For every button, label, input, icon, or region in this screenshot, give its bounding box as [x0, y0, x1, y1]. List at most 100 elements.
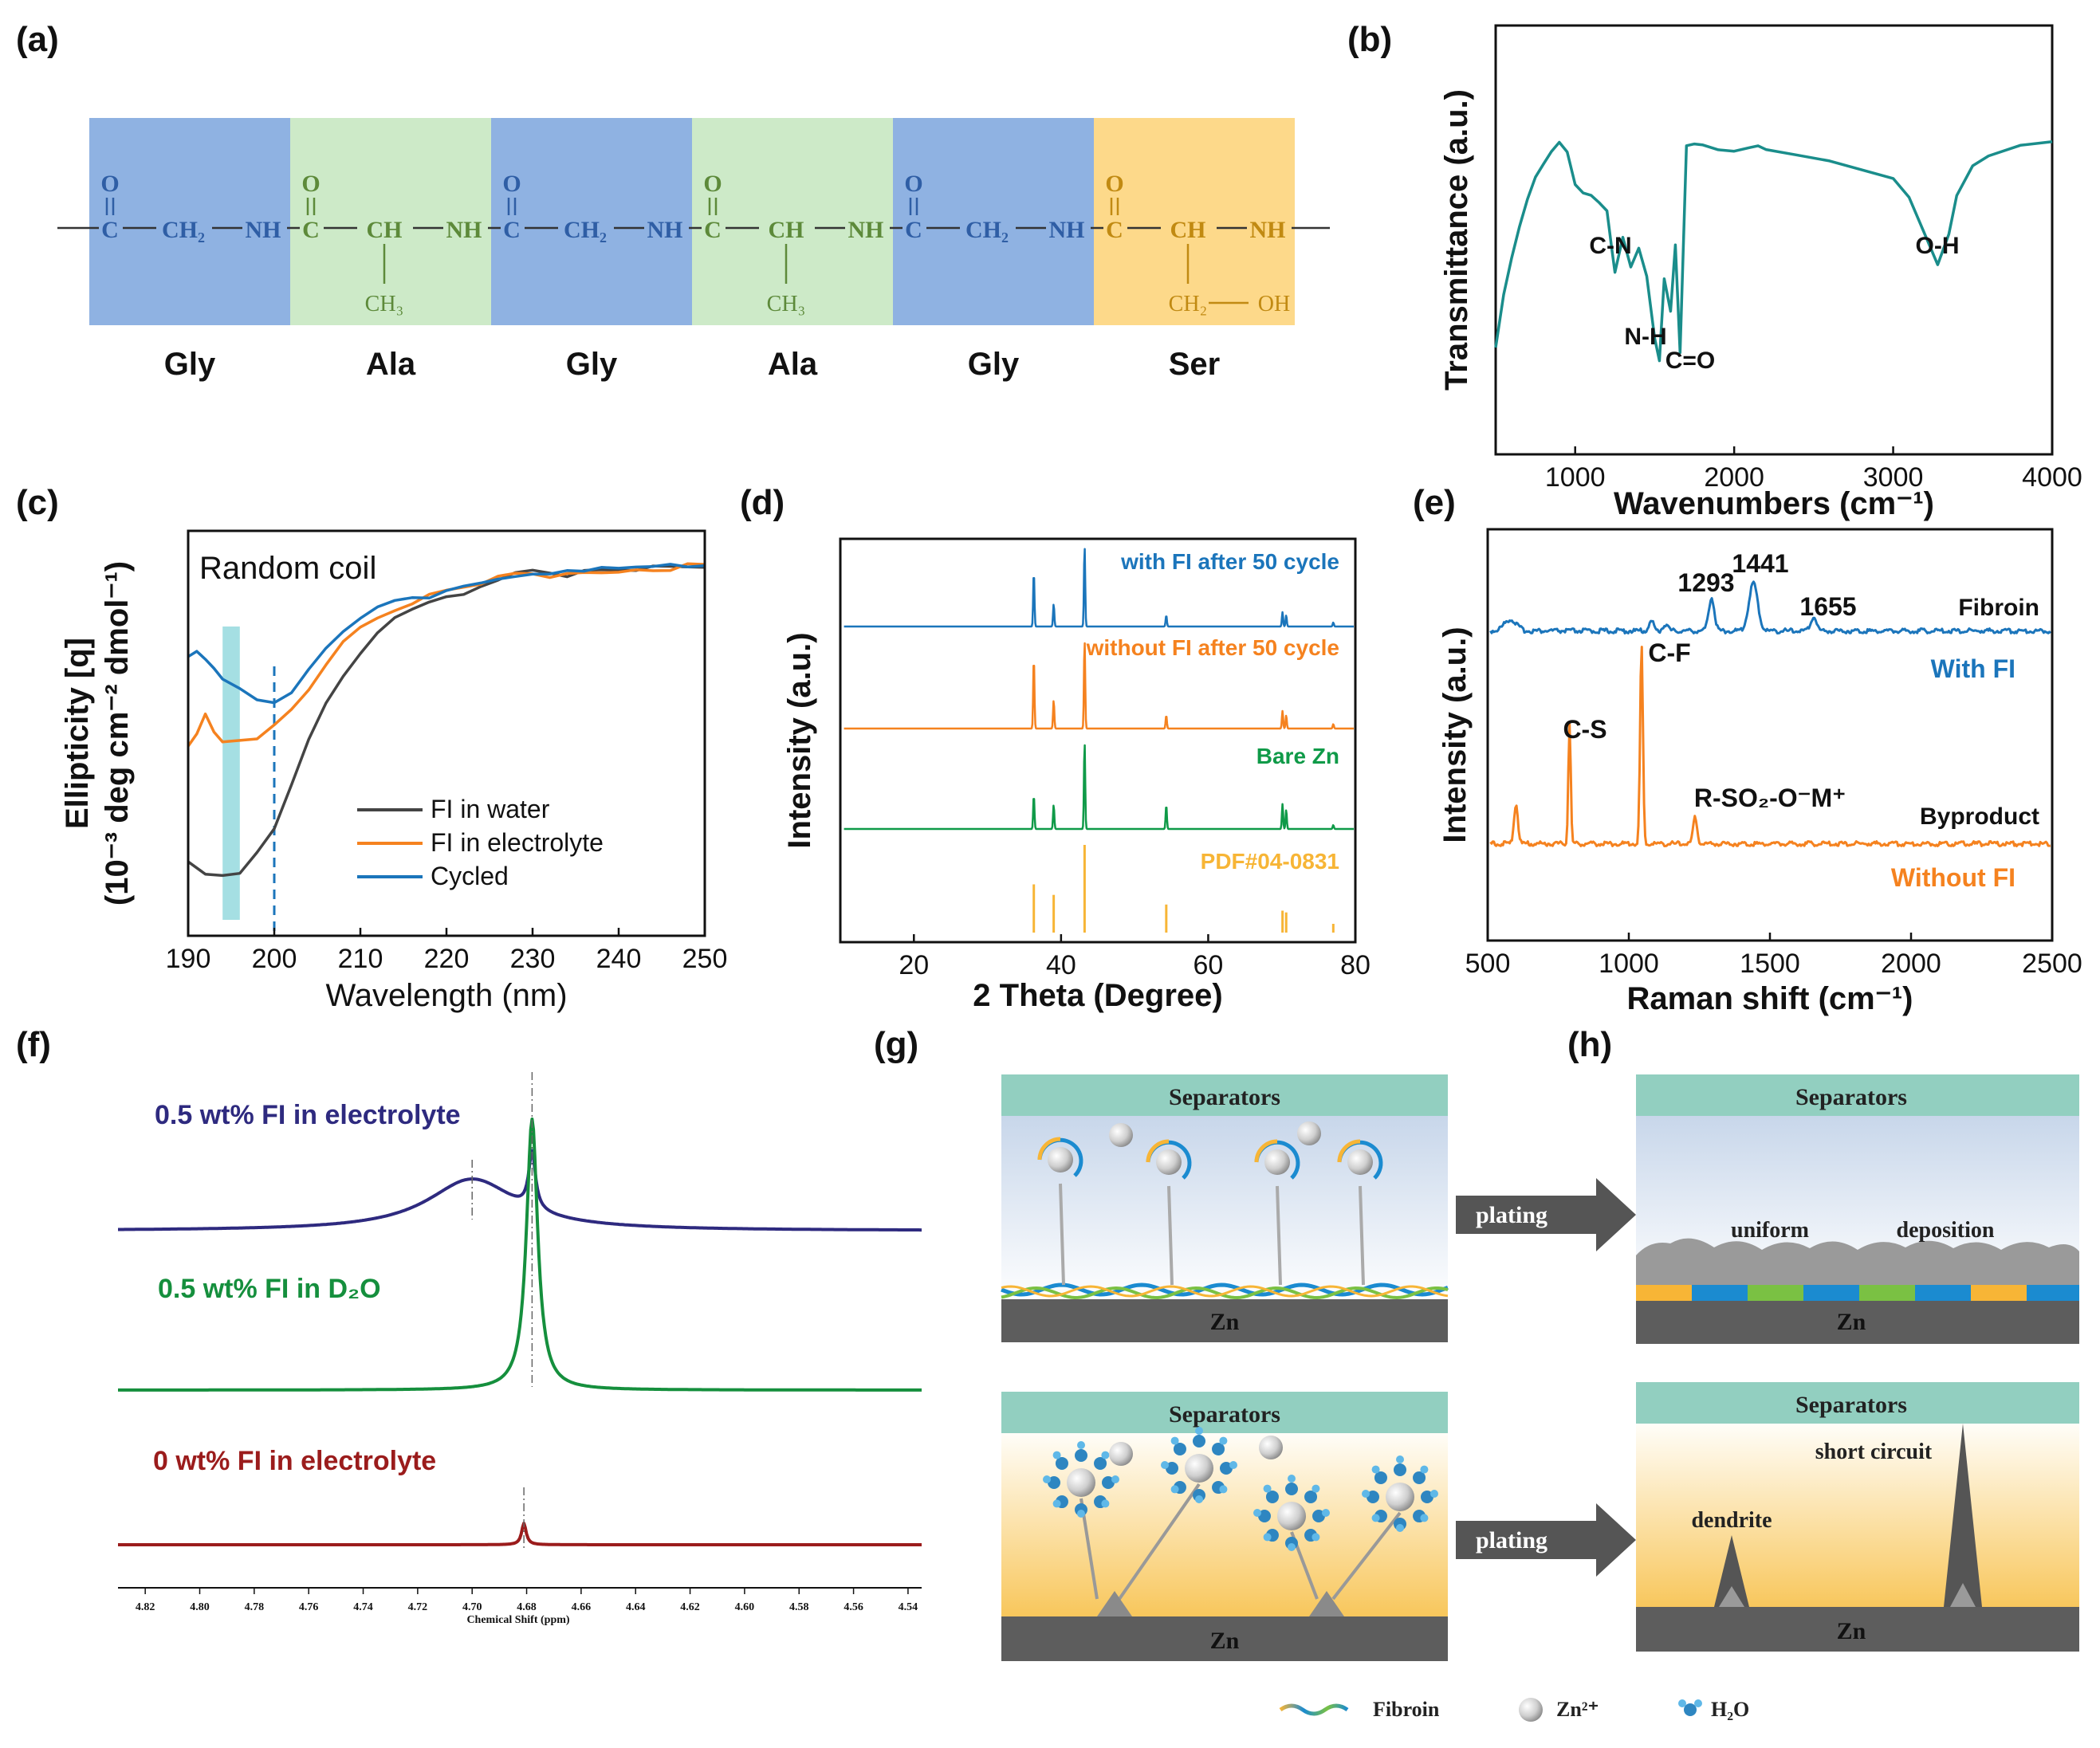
g-bot-water-h-1-0 — [1229, 1461, 1237, 1469]
e-series-side-label-0: With FI — [1931, 654, 2015, 683]
legend-fibroin-icon — [1279, 1703, 1349, 1716]
amine-nh-3: NH — [848, 217, 884, 243]
carbonyl-c-bg-4 — [903, 212, 926, 244]
b-frame — [1494, 24, 2054, 456]
panel-b-ftir-chart: 1000 2000 3000 4000 Wavenumbers (cm⁻¹) Transm… — [1439, 24, 2082, 521]
g-bot-water-h-3-5 — [1371, 1465, 1380, 1474]
c-title: Random coil — [199, 551, 376, 586]
b-xtick-label-4000: 4000 — [2022, 462, 2082, 493]
amine-bg-5 — [1247, 212, 1292, 244]
g-bot-tether-1 — [1118, 1483, 1201, 1601]
h-bot-zn — [1636, 1607, 2079, 1652]
g-bot-water-h-2-1 — [1312, 1533, 1320, 1542]
g-bot-free-zn-ion-1 — [1259, 1436, 1283, 1459]
g-top-tether-1 — [1167, 1185, 1174, 1286]
residue-label-1: Ala — [366, 347, 416, 382]
f-xtick-label-3: 4.76 — [299, 1601, 319, 1613]
g-bot-water-o-3-6 — [1394, 1463, 1406, 1476]
g-top-ions — [1001, 1121, 1449, 1299]
g-bot-water-h-3-7 — [1420, 1465, 1429, 1474]
c-series-2 — [187, 563, 706, 705]
g-bot-water-h-2-0 — [1322, 1509, 1330, 1517]
b-xtick-label-1000: 1000 — [1545, 462, 1606, 493]
g-bot-separator-label: Separators — [1169, 1401, 1280, 1428]
f-xtick-label-1: 4.80 — [190, 1601, 210, 1613]
f-xtick-label-0: 4.82 — [136, 1601, 155, 1613]
e-series-side-label-1: Without FI — [1891, 863, 2015, 892]
g-bot-zn-ion-1 — [1185, 1454, 1213, 1483]
panel-label-h: (h) — [1567, 1025, 1612, 1064]
g-bot-water-h-0-3 — [1052, 1499, 1061, 1508]
d-series-label-2: Bare Zn — [1256, 744, 1339, 768]
carbonyl-c-bg-2 — [501, 212, 525, 244]
residue-label-0: Gly — [164, 347, 216, 382]
g-bot-water-h-1-1 — [1219, 1485, 1228, 1494]
panel-f-nmr-chart: 0.5 wt% FI in electrolyte 0.5 wt% FI in D… — [117, 1072, 922, 1626]
d-xtick-label-20: 20 — [899, 950, 929, 980]
side-chain-1: CH₃ — [365, 292, 404, 316]
g-bot-water-h-0-0 — [1111, 1475, 1119, 1483]
d-frame — [839, 537, 1357, 944]
g-top-free-zn-ion-1 — [1297, 1121, 1321, 1145]
g-bot-water-o-1-7 — [1212, 1442, 1225, 1455]
carbonyl-o-1: O — [301, 171, 320, 197]
h-bot-separator — [1636, 1382, 2079, 1424]
carbonyl-c-5: C — [1106, 217, 1123, 243]
panel-label-b: (b) — [1347, 20, 1392, 59]
f-series-label-1: 0.5 wt% FI in D₂O — [158, 1274, 381, 1304]
panel-e-raman-chart: Fibroin With FI Byproduct Without FI 1293144… — [1437, 528, 2082, 1016]
e-annotation-2: 1655 — [1799, 592, 1856, 621]
h-fibroin-layer — [1636, 1285, 2079, 1301]
h-deposition-label: deposition — [1897, 1218, 1995, 1243]
side-chain2-5: OH — [1258, 292, 1290, 316]
g-top-fibroin-ring-accent-2 — [1254, 1139, 1278, 1163]
amine-nh-0: NH — [246, 217, 281, 243]
g-bot-water-h-3-0 — [1430, 1490, 1438, 1498]
f-xtick-label-4: 4.74 — [353, 1601, 373, 1613]
g-top-separator — [1001, 1074, 1448, 1116]
g-top-tether-2 — [1276, 1185, 1282, 1286]
g-bot-water-h-0-1 — [1101, 1499, 1110, 1508]
g-bot-water-h-0-2 — [1077, 1510, 1085, 1518]
plating-arrow-bottom: plating — [1456, 1503, 1636, 1577]
panel-label-c: (c) — [16, 483, 59, 522]
c-ylabel-1: Ellipticity [q] — [60, 638, 95, 829]
h-dendrite — [1714, 1535, 1749, 1607]
g-bot-zn-label: Zn — [1210, 1628, 1240, 1654]
e-series-name-1: Byproduct — [1920, 803, 2039, 830]
carbonyl-c-bg-5 — [1103, 212, 1127, 244]
f-series-1 — [117, 1118, 922, 1392]
g-bot-separator — [1001, 1392, 1448, 1433]
c-ylabel-2: (10⁻³ deg cm⁻² dmol⁻¹) — [100, 561, 135, 905]
carbonyl-c-bg-1 — [300, 212, 324, 244]
g-bot-water-o-1-6 — [1193, 1435, 1205, 1448]
g-bot-water-h-3-3 — [1371, 1514, 1380, 1522]
plating-label-top: plating — [1476, 1202, 1547, 1228]
legend-water-label: H₂O — [1711, 1698, 1749, 1721]
c-highlight-band — [222, 627, 240, 920]
side-chain-5: CH₂ — [1169, 292, 1208, 316]
panel-c-cd-chart: 190 200 210 220 230 240 250 Wavelength (nm) Elli… — [60, 529, 727, 1013]
g-bot-zn-ion-0 — [1067, 1468, 1095, 1497]
carbonyl-c-0: C — [101, 217, 119, 243]
e-xtick-label-1500: 1500 — [1740, 949, 1800, 979]
c-xlabel: Wavelength (nm) — [325, 978, 567, 1013]
g-bot-water-h-1-4 — [1161, 1461, 1169, 1469]
e-series-name-0: Fibroin — [1958, 595, 2039, 621]
g-top-fibroin-ring-accent-0 — [1037, 1137, 1061, 1161]
h-bot-separator-label: Separators — [1795, 1392, 1907, 1418]
g-bot-solvated-ions — [1043, 1427, 1438, 1616]
c-xtick-label-190: 190 — [166, 944, 211, 974]
g-bot-water-h-2-4 — [1253, 1509, 1261, 1517]
g-bot-water-h-1-2 — [1195, 1495, 1203, 1503]
alpha-c-bg-2 — [558, 212, 614, 244]
c-series-0 — [187, 564, 706, 878]
d-xtick-label-40: 40 — [1046, 950, 1076, 980]
legend-fibroin-label: Fibroin — [1373, 1698, 1440, 1721]
alpha-carbon-4: CH₂ — [965, 217, 1009, 243]
g-bot-zn — [1001, 1616, 1448, 1661]
g-bot-water-h-1-5 — [1170, 1436, 1179, 1445]
g-top-zn-ion-3 — [1347, 1149, 1373, 1175]
g-bot-water-o-2-5 — [1265, 1490, 1279, 1503]
h-dendrite-label: dendrite — [1691, 1508, 1772, 1533]
